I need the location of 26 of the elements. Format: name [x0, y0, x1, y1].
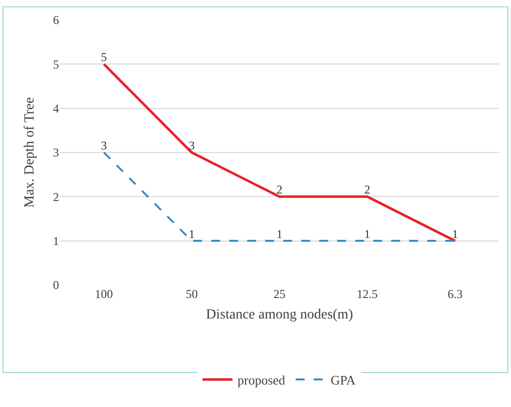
y-axis-title: Max. Depth of Tree [22, 97, 38, 208]
x-axis-title: Distance among nodes(m) [206, 307, 354, 322]
y-tick-label: 2 [53, 190, 59, 204]
data-label: 2 [364, 182, 370, 197]
x-tick-label: 6.3 [448, 287, 463, 301]
data-label: 1 [364, 226, 370, 241]
line-series [102, 62, 456, 242]
data-label: 1 [188, 226, 195, 241]
y-tick-label: 6 [53, 13, 59, 28]
x-tick-label: 100 [94, 287, 113, 301]
x-tick-label: 50 [186, 287, 198, 301]
data-label: 3 [100, 138, 107, 152]
y-tick-label: 0 [53, 278, 59, 292]
data-label: 1 [276, 226, 282, 241]
data-label: 1 [452, 226, 458, 241]
data-label: 3 [188, 138, 195, 152]
y-tick-label: 3 [53, 146, 59, 160]
data-label: 2 [276, 182, 282, 197]
x-tick-label: 12.5 [356, 287, 378, 301]
y-tick-label: 4 [53, 102, 59, 116]
x-tick-label: 25 [274, 287, 286, 301]
y-tick-label: 1 [53, 234, 59, 248]
legend-label: proposed [238, 372, 286, 388]
legend-label: GPA [330, 372, 356, 388]
data-label: 5 [100, 50, 107, 64]
y-tick-label: 5 [53, 57, 59, 72]
